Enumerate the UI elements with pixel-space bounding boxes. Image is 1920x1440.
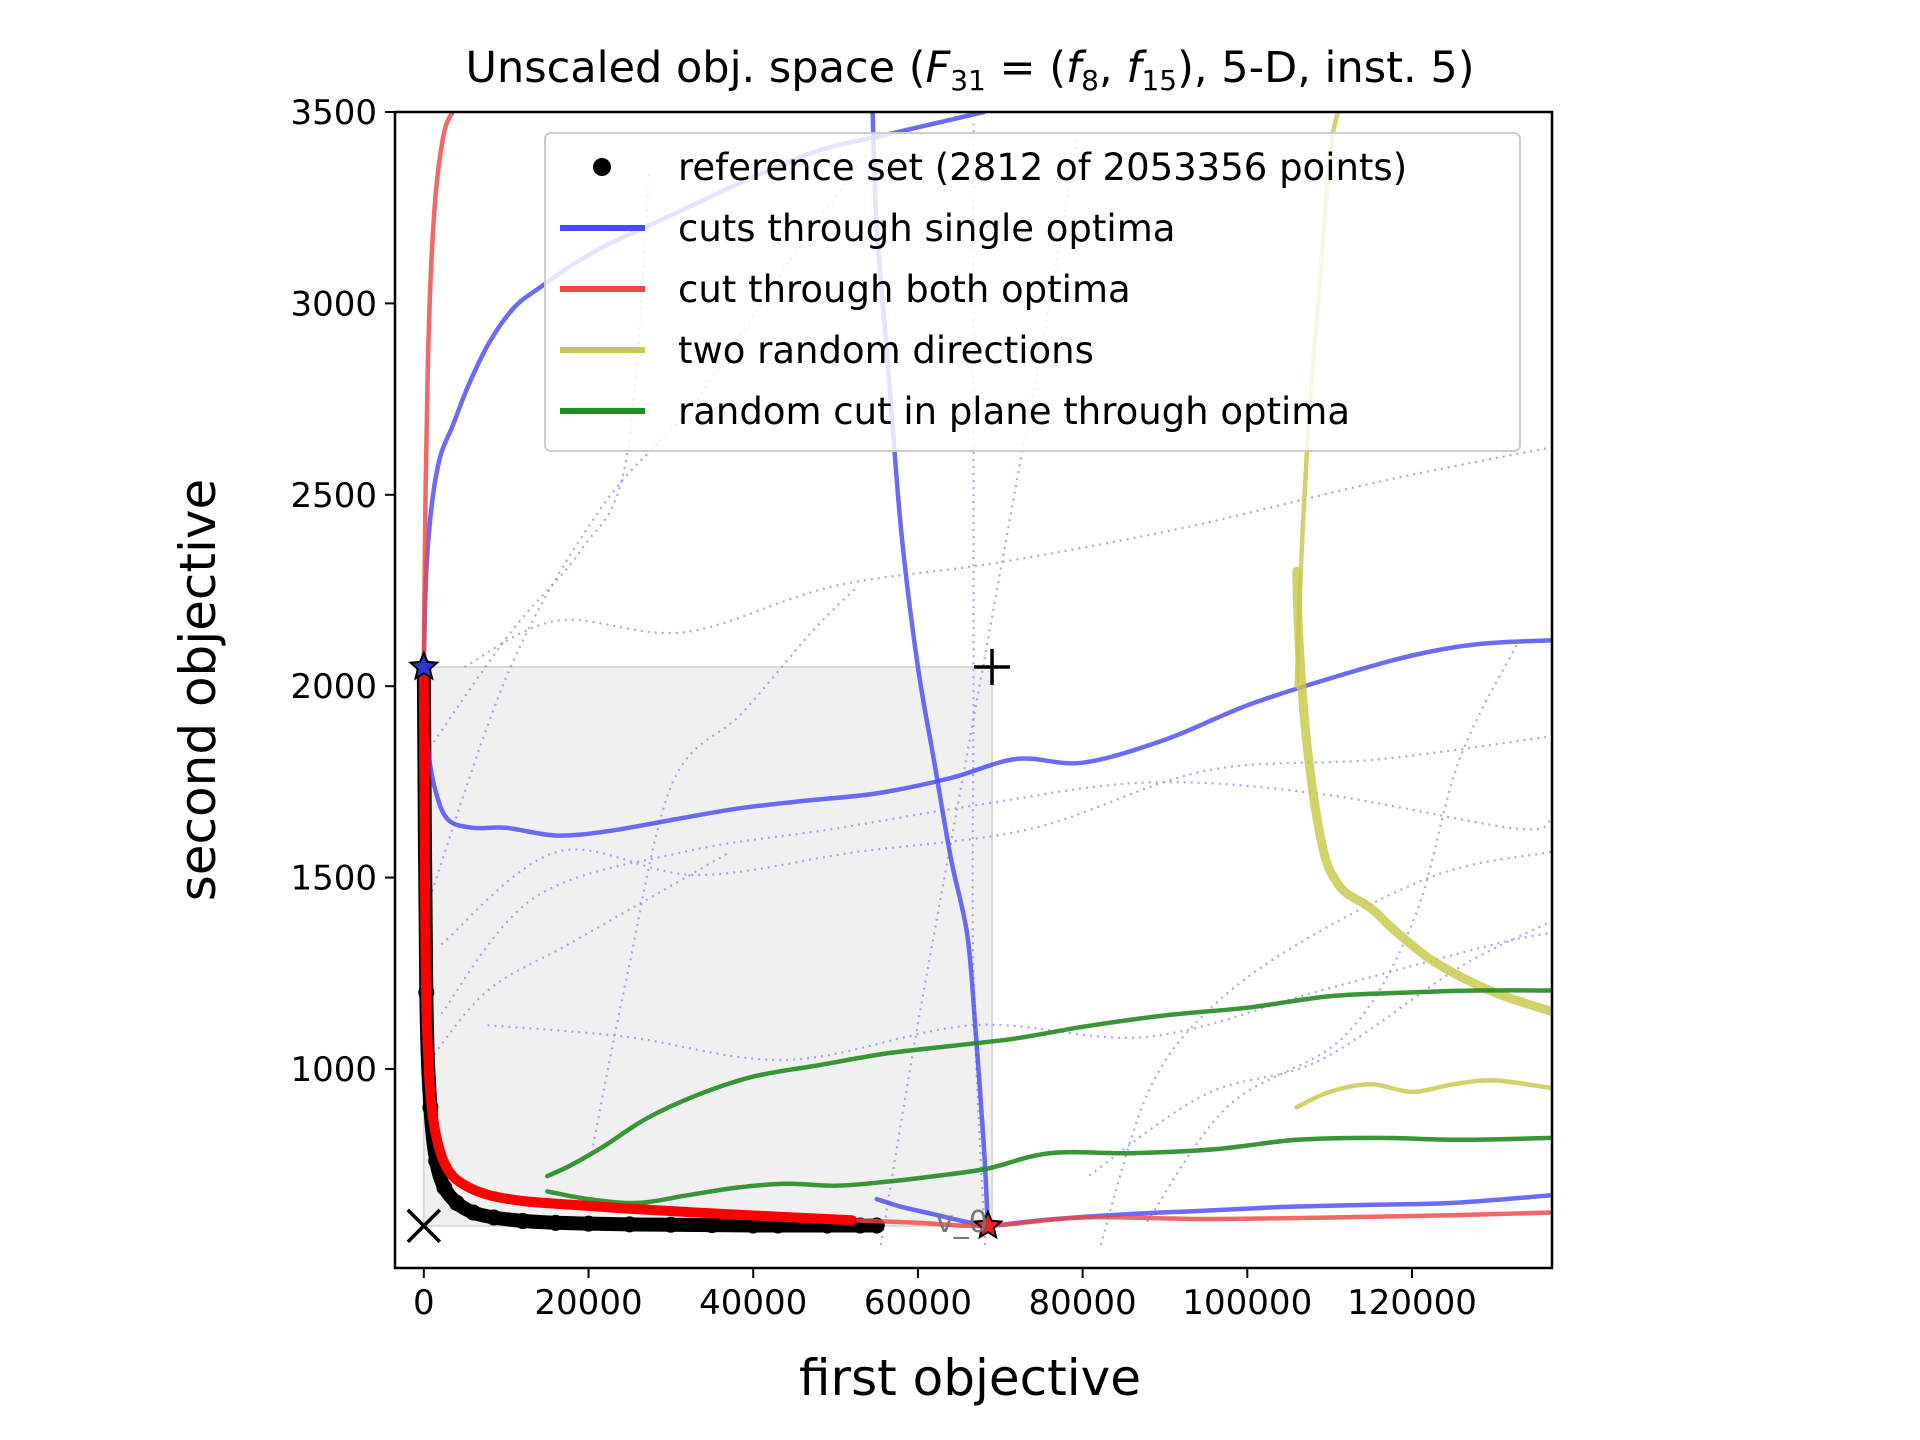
x-tick-label: 80000 bbox=[1029, 1283, 1137, 1323]
y-tick-label: 3000 bbox=[290, 284, 377, 324]
series-random_dirs-7 bbox=[1292, 566, 1552, 1016]
legend-items: reference set (2812 of 2053356 points) cu… bbox=[560, 146, 1407, 433]
legend-label: reference set (2812 of 2053356 points) bbox=[678, 146, 1407, 189]
legend-label: two random directions bbox=[678, 329, 1094, 372]
title-suffix: ), 5-D, inst. 5) bbox=[1177, 43, 1474, 93]
title-eq: = ( bbox=[986, 43, 1066, 93]
y-tick-label: 3500 bbox=[290, 93, 377, 133]
series-random_dirs-9 bbox=[1294, 1078, 1552, 1110]
series-plane_cut-10 bbox=[545, 988, 1552, 1179]
y-axis-title: second objective bbox=[169, 479, 227, 902]
dominated-region bbox=[422, 666, 994, 1227]
dominated-region-layer bbox=[422, 666, 994, 1227]
title-prefix: Unscaled obj. space ( bbox=[466, 43, 926, 93]
v0-label: v_0 bbox=[936, 1205, 988, 1240]
x-tick-label: 40000 bbox=[699, 1283, 807, 1323]
title-sub-8: 8 bbox=[1081, 64, 1099, 97]
y-tick-label: 2500 bbox=[290, 476, 377, 516]
title-sub-15: 15 bbox=[1141, 64, 1177, 97]
y-tick-label: 2000 bbox=[290, 667, 377, 707]
x-tick-label: 120000 bbox=[1347, 1283, 1477, 1323]
legend: reference set (2812 of 2053356 points) cu… bbox=[544, 132, 1521, 452]
dotted-cut-2 bbox=[440, 735, 1552, 946]
title-comma: , bbox=[1099, 43, 1126, 93]
y-tick-label: 1500 bbox=[290, 859, 377, 899]
x-tick-label: 20000 bbox=[534, 1283, 642, 1323]
legend-item-3: two random directions bbox=[560, 329, 1094, 372]
title-sub-31: 31 bbox=[950, 64, 986, 97]
dotted-cut-9 bbox=[428, 850, 732, 1061]
legend-label: cuts through single optima bbox=[678, 207, 1175, 250]
optimum-2-star bbox=[972, 1209, 1004, 1240]
legend-dot bbox=[593, 158, 611, 176]
legend-item-0: reference set (2812 of 2053356 points) bbox=[593, 146, 1407, 189]
dotted-cut-6 bbox=[879, 134, 1079, 1246]
legend-box bbox=[544, 132, 1521, 452]
markers-layer: v_0 bbox=[406, 650, 1004, 1244]
legend-label: cut through both optima bbox=[678, 268, 1131, 311]
title-F: F bbox=[925, 43, 951, 93]
legend-item-4: random cut in plane through optima bbox=[560, 390, 1350, 433]
optimum-1-star bbox=[408, 650, 440, 681]
dotted-cut-1 bbox=[428, 134, 882, 899]
nadir-plus-marker bbox=[974, 649, 1011, 686]
series-both_optima-6 bbox=[421, 112, 455, 670]
series-single_optima-4 bbox=[874, 1193, 1552, 1229]
dotted-cut-8 bbox=[1099, 850, 1552, 1246]
dotted-cut-5 bbox=[487, 931, 1552, 1062]
legend-label: random cut in plane through optima bbox=[678, 390, 1350, 433]
dotted-cut-12 bbox=[1146, 643, 1519, 1223]
series-plane_cut-11 bbox=[545, 1135, 1552, 1206]
x-tick-label: 100000 bbox=[1182, 1283, 1312, 1323]
x-tick-label: 0 bbox=[413, 1283, 435, 1323]
x-tick-label: 60000 bbox=[864, 1283, 972, 1323]
series-single_optima-1 bbox=[421, 637, 1552, 838]
legend-item-1: cuts through single optima bbox=[560, 207, 1175, 250]
chart-title: Unscaled obj. space (F31 = (f8, f15), 5-… bbox=[466, 43, 1475, 97]
axis-ticks-layer: 0 20000 40000 60000 80000 100000 120000 1000 150… bbox=[290, 93, 1476, 1323]
legend-item-2: cut through both optima bbox=[560, 268, 1131, 311]
dotted-cut-4 bbox=[463, 446, 1552, 668]
plot-frame bbox=[393, 110, 1554, 1270]
both-optima-highlight bbox=[418, 662, 857, 1226]
ideal-x-marker bbox=[406, 1208, 442, 1244]
y-tick-label: 1000 bbox=[290, 1050, 377, 1090]
x-axis-title: first objective bbox=[799, 1349, 1141, 1407]
